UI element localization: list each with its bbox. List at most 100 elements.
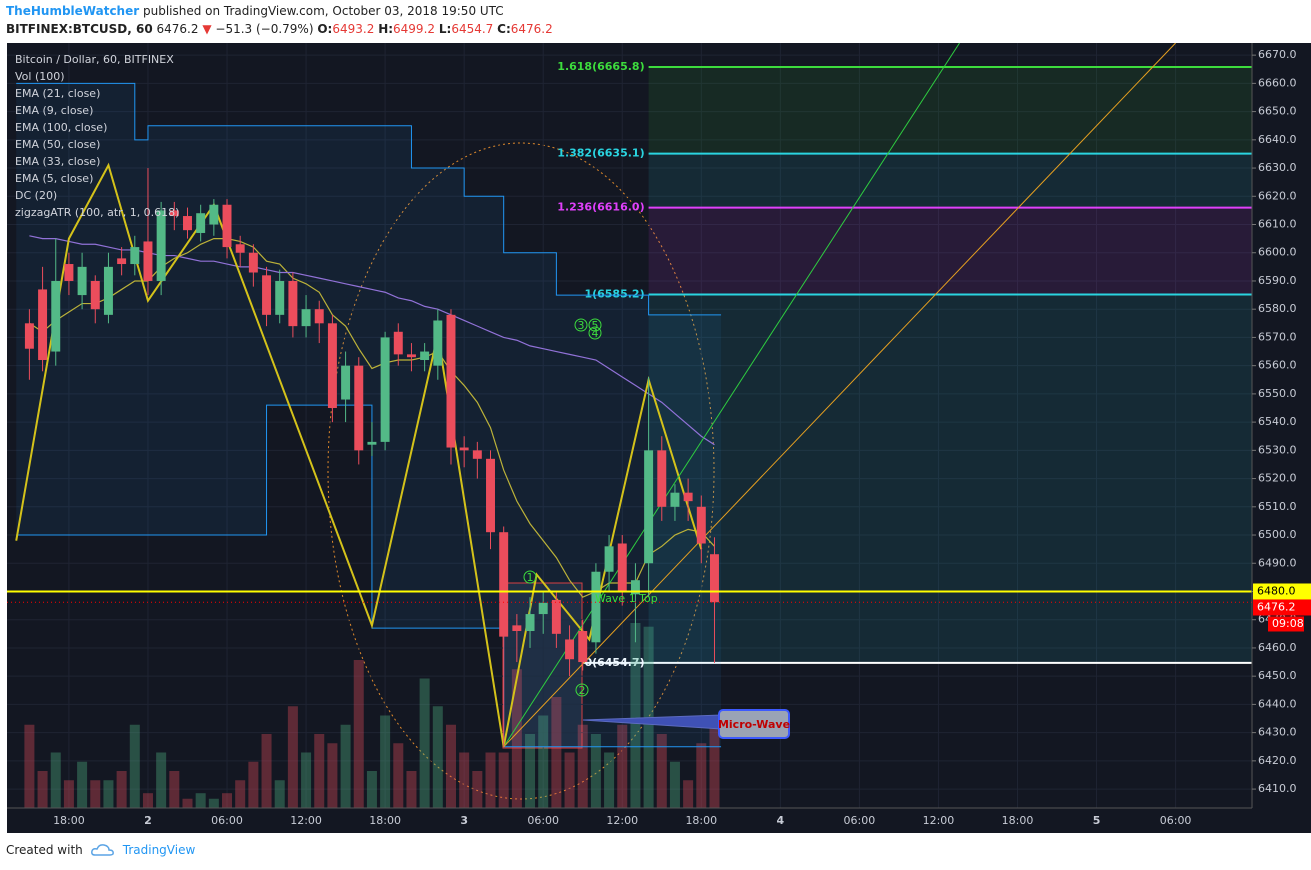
ohlc-label: L:: [438, 22, 452, 36]
x-tick-label: 12:00: [923, 814, 955, 827]
ohlc-label: C:: [497, 22, 511, 36]
volume-bar: [511, 669, 522, 808]
volume-bar: [445, 724, 456, 808]
volume-bar: [208, 798, 219, 808]
volume-bar: [683, 780, 694, 808]
ohlc: O:6493.2 H:6499.2 L:6454.7 C:6476.2: [317, 22, 552, 36]
author[interactable]: TheHumbleWatcher: [6, 4, 140, 18]
volume-bar: [261, 734, 272, 808]
candle-body: [420, 351, 430, 361]
fib-band: [648, 294, 1252, 663]
volume-bar: [551, 697, 562, 808]
volume-bar: [103, 780, 114, 808]
volume-bar: [301, 752, 312, 808]
candle-body: [275, 280, 285, 315]
volume-bar: [630, 623, 641, 808]
legend-entry: EMA (21, close): [15, 87, 100, 100]
volume-bar: [327, 743, 338, 808]
wave-marker: [523, 570, 537, 584]
candle-body: [380, 337, 390, 442]
candle-body: [657, 450, 667, 507]
legend-entry: EMA (5, close): [15, 172, 93, 185]
candle-body: [156, 210, 166, 281]
x-tick-label: 18:00: [685, 814, 717, 827]
price-label: 6480.0: [1257, 584, 1296, 597]
volume-bar: [538, 715, 549, 808]
candle-body: [486, 458, 495, 533]
candle-body: [578, 631, 588, 663]
wave-marker: [588, 326, 602, 340]
logo: [90, 844, 114, 856]
candle-body: [262, 275, 272, 315]
y-tick-label: 6600.0: [1258, 246, 1297, 259]
volume-bar: [63, 780, 74, 808]
y-tick-label: 6520.0: [1258, 472, 1297, 485]
candle-body: [169, 210, 179, 217]
brand[interactable]: TradingView: [122, 843, 196, 857]
candle-body: [459, 447, 469, 451]
y-tick-label: 6620.0: [1258, 189, 1297, 202]
header-line-1: TheHumbleWatcher published on TradingVie…: [6, 2, 553, 20]
y-tick-label: 6420.0: [1258, 754, 1297, 767]
candle-body: [130, 247, 140, 265]
y-tick-label: 6490.0: [1258, 556, 1297, 569]
y-tick-label: 6410.0: [1258, 782, 1297, 795]
candle-body: [499, 532, 509, 637]
legend: Bitcoin / Dollar, 60, BITFINEX Vol (100)…: [15, 53, 179, 219]
volume-bar: [604, 752, 615, 808]
wave-number: 2: [579, 684, 586, 697]
x-tick-label: 06:00: [211, 814, 243, 827]
volume-bar: [169, 771, 180, 808]
candle-body: [301, 309, 311, 327]
volume-bar: [656, 734, 667, 808]
channel-upper: [16, 82, 722, 316]
candle-body: [354, 365, 364, 451]
y-tick-label: 6530.0: [1258, 443, 1297, 456]
x-tick-label: 06:00: [527, 814, 559, 827]
candle-body: [183, 216, 192, 231]
change-arrow: ▼: [202, 22, 212, 36]
fib-band: [648, 207, 1252, 295]
candle-body: [235, 244, 245, 253]
volume-bar: [577, 724, 588, 808]
candle-body: [446, 314, 456, 448]
legend-entry: Vol (100): [15, 70, 65, 83]
chart-title: Bitcoin / Dollar, 60, BITFINEX: [15, 53, 174, 66]
fib-label: 1.236(6616.0): [557, 201, 644, 214]
candle-body: [604, 546, 614, 572]
ohlc-label: H:: [378, 22, 394, 36]
ohlc-value: 6493.2: [332, 22, 375, 36]
volume-bar: [222, 793, 233, 808]
volume-bar: [77, 761, 88, 808]
x-tick-label: 5: [1093, 814, 1101, 827]
legend-entry: DC (20): [15, 189, 57, 202]
volume-bar: [129, 724, 140, 808]
candle-body: [472, 450, 482, 459]
countdown-bg: [1268, 616, 1304, 632]
price-label-bg: [1253, 599, 1311, 616]
candle-body: [51, 280, 61, 352]
candle-body: [288, 280, 298, 327]
y-tick-label: 6650.0: [1258, 105, 1297, 118]
y-tick-label: 6550.0: [1258, 387, 1297, 400]
ohlc-value: 6454.7: [451, 22, 494, 36]
last-price: 6476.2: [156, 22, 199, 36]
legend-entry: zigzagATR (100, atr, 1, 0.618): [15, 206, 179, 219]
candle-body: [565, 639, 575, 660]
y-tick-label: 6570.0: [1258, 330, 1297, 343]
volume-bar: [485, 752, 496, 808]
countdown: 09:08: [1272, 617, 1304, 630]
fib-band: [648, 153, 1252, 208]
candle-body: [367, 441, 377, 445]
y-tick-label: 6430.0: [1258, 726, 1297, 739]
volume-bar: [235, 780, 246, 808]
candle-body: [143, 241, 153, 281]
volume-bar: [287, 706, 298, 808]
candle-body: [525, 614, 535, 632]
volume-bar: [353, 660, 364, 808]
symbol: BITFINEX:BTCUSD, 60: [6, 22, 153, 36]
trendline: [503, 43, 1176, 748]
fib-label: 1(6585.2): [584, 288, 644, 301]
change: −51.3 (−0.79%): [215, 22, 314, 36]
x-tick-label: 18:00: [1002, 814, 1034, 827]
